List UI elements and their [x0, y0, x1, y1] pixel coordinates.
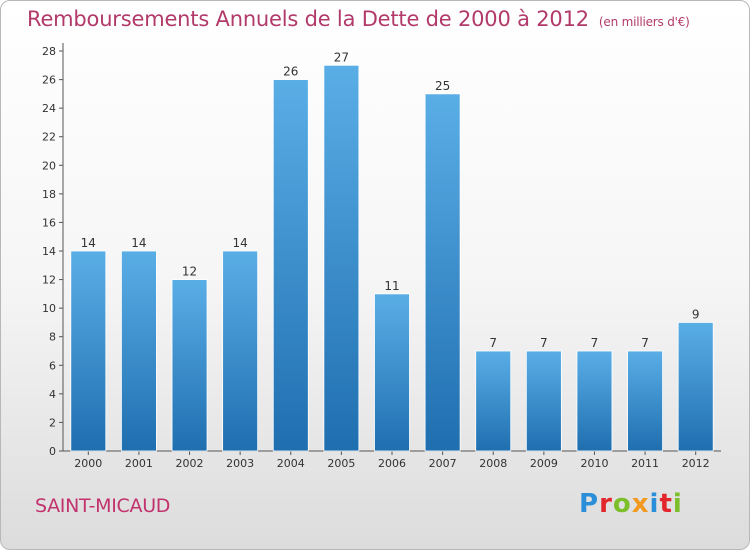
proxiti-logo[interactable]: Proxiti [579, 489, 683, 519]
value-label-2008: 7 [489, 336, 497, 350]
y-tick-label: 24 [42, 102, 56, 115]
value-label-2004: 26 [283, 65, 298, 79]
logo-letter: t [659, 489, 673, 519]
y-tick-label: 28 [42, 45, 56, 58]
value-label-2010: 7 [591, 336, 599, 350]
x-tick-label-2003: 2003 [226, 457, 254, 470]
bar-2008 [475, 350, 512, 452]
bar-2010 [576, 350, 613, 452]
x-tick-label-2002: 2002 [176, 457, 204, 470]
value-label-2002: 12 [182, 265, 197, 279]
bar-2006 [374, 293, 410, 452]
chart-title: Remboursements Annuels de la Dette de 20… [27, 7, 690, 31]
value-label-2005: 27 [334, 50, 349, 64]
x-tick-label-2011: 2011 [631, 457, 659, 470]
y-tick-label: 16 [42, 216, 56, 229]
x-tick-label-2009: 2009 [530, 457, 558, 470]
logo-letter: i [672, 489, 683, 519]
chart-bars [70, 64, 714, 452]
y-tick-label: 8 [49, 331, 56, 344]
logo-letter: i [649, 489, 660, 519]
value-label-2012: 9 [692, 307, 700, 321]
chart-labels: 2000 14 2001 14 2002 12 2003 14 2004 26 2005 27 2006… [74, 50, 709, 470]
chart-title-text: Remboursements Annuels de la Dette de 20… [27, 7, 589, 31]
y-tick-label: 2 [49, 416, 56, 429]
bar-2005 [323, 64, 360, 452]
bar-2011 [627, 350, 663, 452]
value-label-2003: 14 [233, 236, 248, 250]
logo-letter: x [631, 489, 650, 519]
logo-letter: r [599, 489, 613, 519]
value-label-2001: 14 [131, 236, 146, 250]
bar-2002 [171, 279, 208, 452]
y-tick-label: 6 [49, 359, 56, 372]
y-tick-label: 26 [42, 74, 56, 87]
bar-2003 [222, 250, 259, 452]
value-label-2006: 11 [384, 279, 399, 293]
logo-letter: P [579, 489, 600, 519]
y-tick-label: 14 [42, 245, 56, 258]
x-tick-label-2006: 2006 [378, 457, 406, 470]
bar-2009 [525, 350, 562, 452]
y-tick-label: 18 [42, 188, 56, 201]
value-label-2009: 7 [540, 336, 548, 350]
x-tick-label-2004: 2004 [277, 457, 305, 470]
x-tick-label-2001: 2001 [125, 457, 153, 470]
chart-unit: (en milliers d'€) [598, 15, 690, 29]
x-tick-label-2012: 2012 [682, 457, 710, 470]
x-tick-label-2007: 2007 [429, 457, 457, 470]
y-tick-label: 20 [42, 159, 56, 172]
x-tick-label-2005: 2005 [327, 457, 355, 470]
bar-2004 [272, 79, 309, 452]
y-tick-label: 10 [42, 302, 56, 315]
x-tick-label-2010: 2010 [580, 457, 608, 470]
value-label-2007: 25 [435, 79, 450, 93]
logo-letter: o [612, 489, 632, 519]
y-tick-label: 12 [42, 274, 56, 287]
value-label-2000: 14 [81, 236, 96, 250]
bar-2001 [121, 250, 157, 452]
bar-2007 [424, 93, 461, 452]
value-label-2011: 7 [641, 336, 649, 350]
y-tick-label: 0 [49, 445, 56, 458]
y-tick-label: 4 [49, 388, 56, 401]
bar-2012 [677, 322, 714, 452]
bar-2000 [70, 250, 107, 452]
y-tick-label: 22 [42, 131, 56, 144]
x-tick-label-2000: 2000 [74, 457, 102, 470]
commune-name: SAINT-MICAUD [35, 495, 171, 517]
x-tick-label-2008: 2008 [479, 457, 507, 470]
